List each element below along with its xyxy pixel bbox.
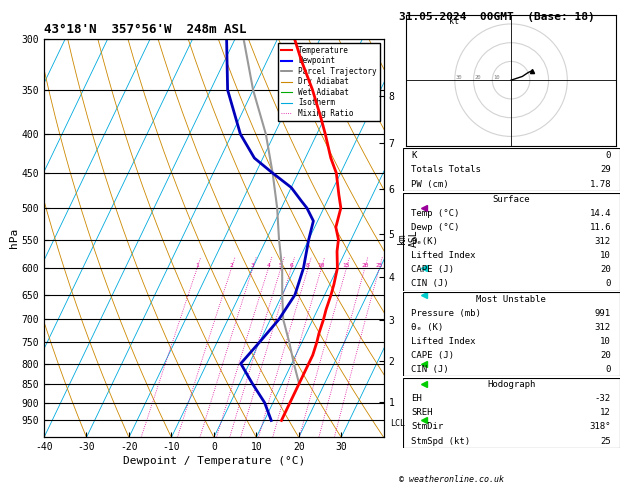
Text: 30: 30 [456,75,462,80]
Text: Surface: Surface [493,195,530,205]
Text: 318°: 318° [589,422,611,432]
Text: 31.05.2024  00GMT  (Base: 18): 31.05.2024 00GMT (Base: 18) [399,12,595,22]
Text: 0: 0 [606,364,611,374]
Text: 10: 10 [318,263,325,268]
Text: 25: 25 [376,263,383,268]
Text: 312: 312 [595,323,611,331]
Text: Pressure (mb): Pressure (mb) [411,309,481,318]
Text: 43°18'N  357°56'W  248m ASL: 43°18'N 357°56'W 248m ASL [44,23,247,36]
Text: 1: 1 [195,263,199,268]
Text: Hodograph: Hodograph [487,380,535,389]
Text: 10: 10 [493,75,500,80]
Text: θₑ(K): θₑ(K) [411,237,438,246]
Text: 2: 2 [230,263,233,268]
Y-axis label: hPa: hPa [9,228,19,248]
Text: 312: 312 [595,237,611,246]
Text: StmSpd (kt): StmSpd (kt) [411,436,470,446]
Text: 0: 0 [606,151,611,160]
Text: 15: 15 [343,263,350,268]
Text: 10: 10 [600,251,611,260]
Text: Lifted Index: Lifted Index [411,251,476,260]
Text: 20: 20 [600,350,611,360]
Text: CAPE (J): CAPE (J) [411,265,454,274]
Text: CAPE (J): CAPE (J) [411,350,454,360]
Text: 991: 991 [595,309,611,318]
Text: 10: 10 [600,337,611,346]
Text: K: K [411,151,416,160]
Legend: Temperature, Dewpoint, Parcel Trajectory, Dry Adiabat, Wet Adiabat, Isotherm, Mi: Temperature, Dewpoint, Parcel Trajectory… [277,43,380,121]
Text: EH: EH [411,394,422,403]
Text: 3: 3 [251,263,255,268]
Text: 0: 0 [606,279,611,288]
Text: 4: 4 [267,263,270,268]
Text: 8: 8 [306,263,310,268]
Text: 20: 20 [600,265,611,274]
Text: PW (cm): PW (cm) [411,180,449,189]
Text: 6: 6 [289,263,293,268]
Text: 12: 12 [600,408,611,417]
Text: 20: 20 [361,263,369,268]
Text: 5: 5 [279,263,282,268]
Text: kt: kt [449,17,459,26]
Text: Most Unstable: Most Unstable [476,295,546,304]
Text: StmDir: StmDir [411,422,443,432]
Text: 29: 29 [600,165,611,174]
Text: -32: -32 [595,394,611,403]
Text: 20: 20 [474,75,481,80]
Text: Dewp (°C): Dewp (°C) [411,224,460,232]
Text: CIN (J): CIN (J) [411,279,449,288]
Text: Totals Totals: Totals Totals [411,165,481,174]
Text: CIN (J): CIN (J) [411,364,449,374]
Text: Lifted Index: Lifted Index [411,337,476,346]
Text: LCL: LCL [391,419,406,428]
Text: 1.78: 1.78 [589,180,611,189]
Text: SREH: SREH [411,408,433,417]
Text: © weatheronline.co.uk: © weatheronline.co.uk [399,474,504,484]
X-axis label: Dewpoint / Temperature (°C): Dewpoint / Temperature (°C) [123,456,305,467]
Text: 25: 25 [600,436,611,446]
Text: 14.4: 14.4 [589,209,611,218]
Text: θₑ (K): θₑ (K) [411,323,443,331]
Text: 11.6: 11.6 [589,224,611,232]
Y-axis label: km
ASL: km ASL [397,229,419,247]
Text: Temp (°C): Temp (°C) [411,209,460,218]
